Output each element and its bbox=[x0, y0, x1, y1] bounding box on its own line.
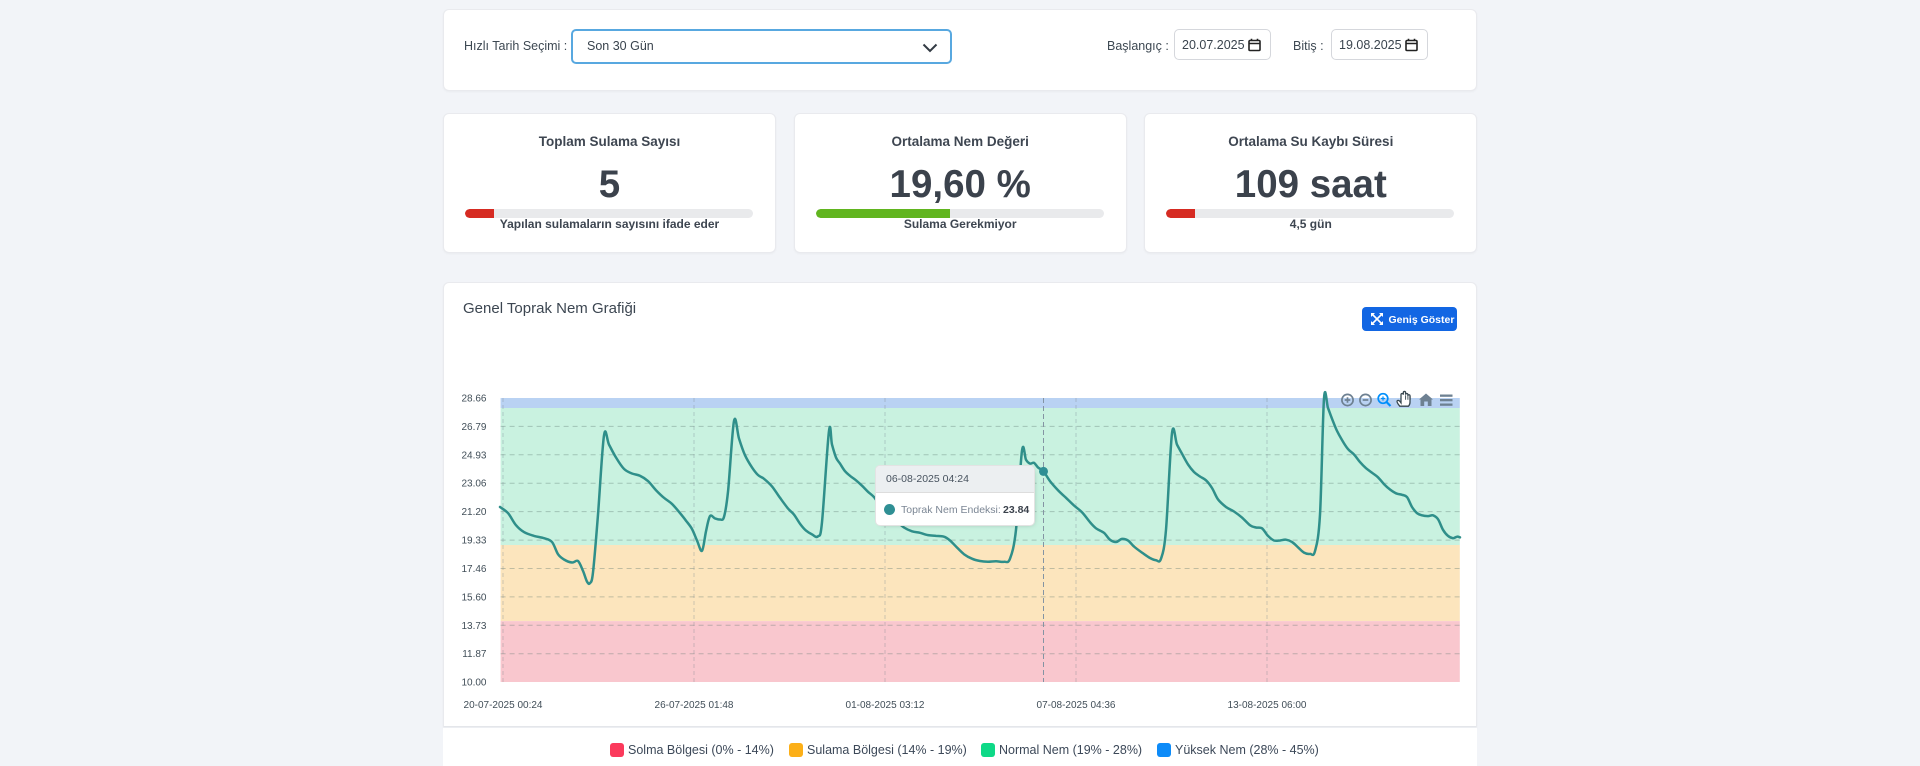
svg-text:26.79: 26.79 bbox=[461, 422, 486, 433]
svg-text:13.73: 13.73 bbox=[461, 621, 486, 632]
svg-text:23.06: 23.06 bbox=[461, 479, 486, 490]
svg-text:11.87: 11.87 bbox=[462, 649, 487, 660]
svg-text:13-08-2025 06:00: 13-08-2025 06:00 bbox=[1228, 700, 1307, 711]
svg-text:28.66: 28.66 bbox=[461, 394, 486, 405]
svg-text:19.33: 19.33 bbox=[461, 536, 486, 547]
svg-text:01-08-2025 03:12: 01-08-2025 03:12 bbox=[846, 700, 925, 711]
svg-text:24.93: 24.93 bbox=[461, 450, 486, 461]
svg-text:26-07-2025 01:48: 26-07-2025 01:48 bbox=[655, 700, 734, 711]
svg-text:15.60: 15.60 bbox=[461, 592, 486, 603]
svg-text:07-08-2025 04:36: 07-08-2025 04:36 bbox=[1037, 700, 1116, 711]
svg-text:20-07-2025 00:24: 20-07-2025 00:24 bbox=[464, 700, 543, 711]
svg-text:17.46: 17.46 bbox=[461, 564, 486, 575]
svg-text:21.20: 21.20 bbox=[461, 507, 486, 518]
svg-text:10.00: 10.00 bbox=[461, 678, 486, 689]
